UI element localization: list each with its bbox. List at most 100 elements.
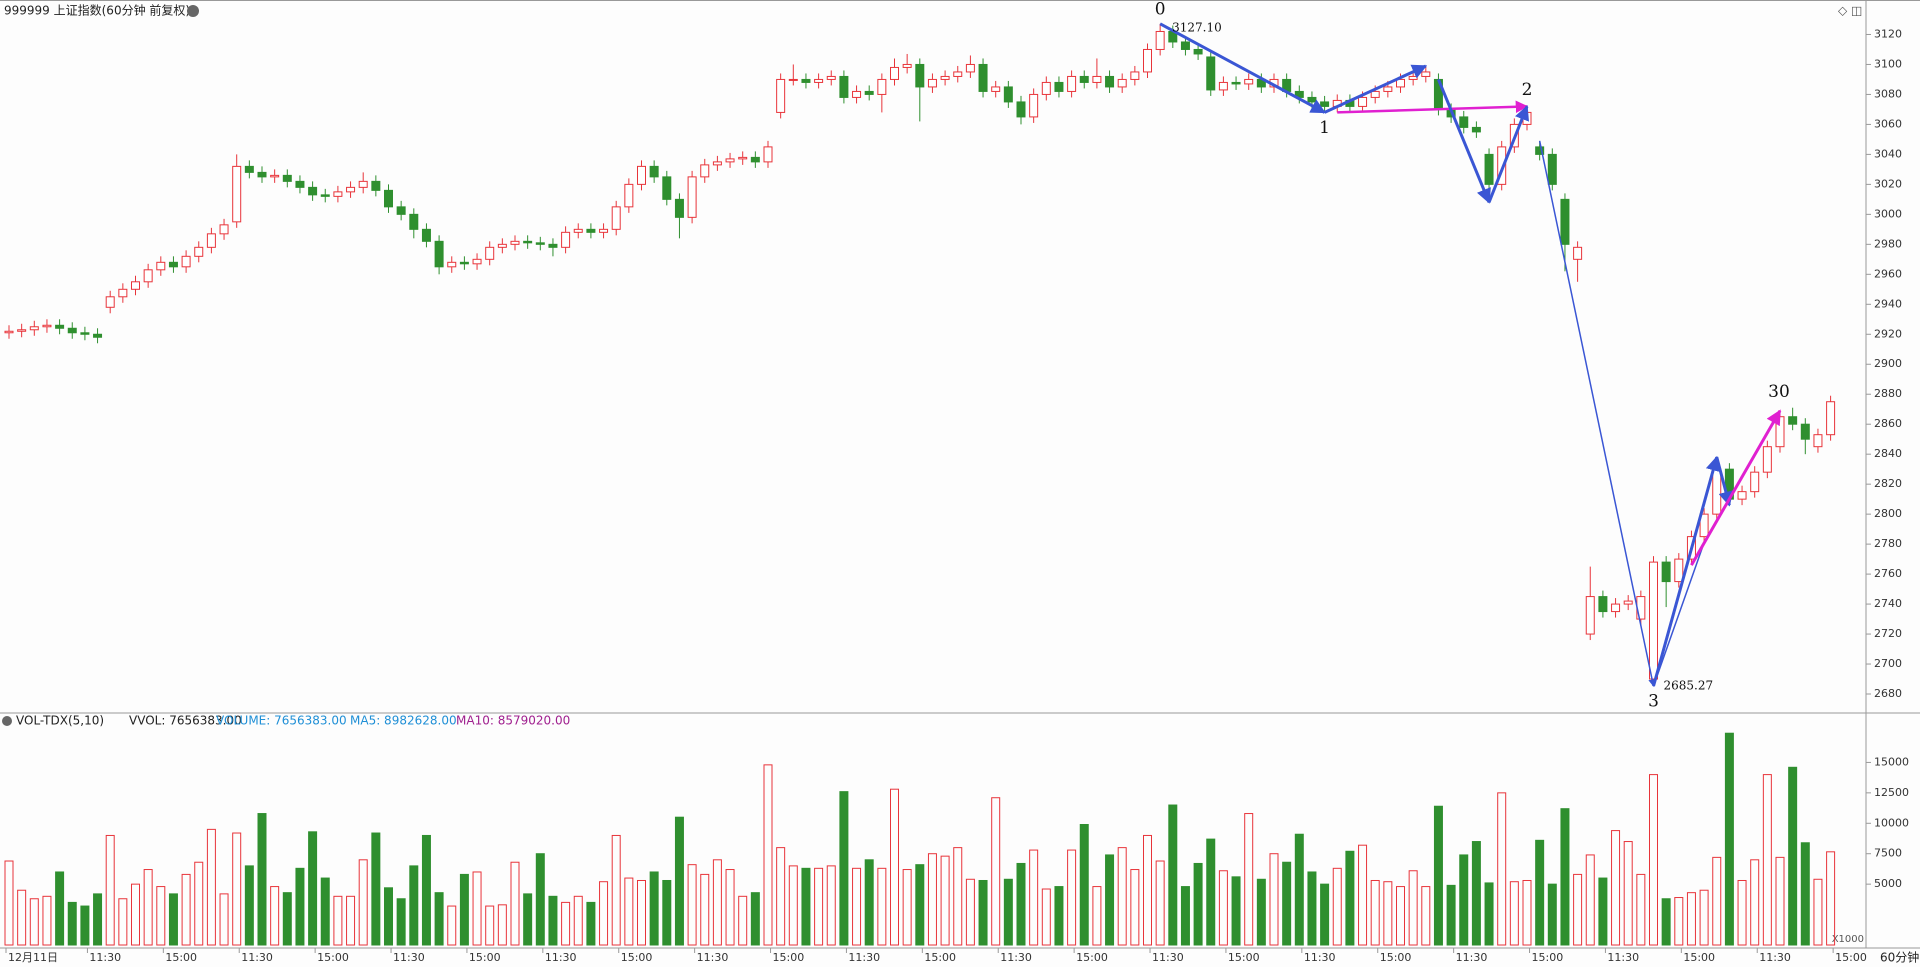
candle-body	[358, 180, 368, 188]
candle-body	[434, 240, 444, 268]
volume-bar	[776, 847, 786, 946]
volume-bar	[396, 898, 406, 946]
y-tick-label: 3080	[1874, 87, 1902, 100]
x-tick-label: 15:00	[1228, 951, 1260, 964]
y-tick-label: 2920	[1874, 327, 1902, 340]
wave-line	[1690, 409, 1782, 566]
candle-body	[168, 261, 178, 268]
candle-body	[599, 228, 609, 233]
volume-bar	[346, 895, 356, 946]
candle-body	[308, 186, 318, 196]
v-tick-label: 15000	[1874, 755, 1909, 768]
x-tick-label: 11:30	[1304, 951, 1336, 964]
volume-bar	[244, 865, 254, 946]
volume-bar	[1168, 804, 1178, 946]
volume-bar	[55, 871, 65, 946]
wave-label: 30	[1768, 382, 1790, 402]
candle-body	[738, 156, 748, 160]
candle-body	[991, 86, 1001, 92]
candle-body	[1180, 41, 1190, 50]
volume-bar	[1320, 883, 1330, 946]
y-tick-label: 2900	[1874, 357, 1902, 370]
volume-bar	[1497, 792, 1507, 946]
volume-bar	[1762, 774, 1772, 946]
volume-bar	[1611, 830, 1621, 946]
volume-bar	[852, 867, 862, 946]
candle-body	[687, 176, 697, 218]
ma5-value: MA5: 8982628.00	[350, 714, 457, 728]
volume-bar	[1636, 873, 1646, 946]
volume-bar	[965, 878, 975, 946]
volume-bar	[510, 861, 520, 946]
candle-body	[890, 66, 899, 80]
volume-bar	[1332, 867, 1342, 946]
volume-bar	[1471, 841, 1481, 946]
y-tick-label: 2840	[1874, 447, 1902, 460]
candle-body	[637, 165, 646, 185]
volume-bar	[358, 859, 368, 946]
candle-body	[1206, 56, 1216, 91]
volume-bar	[1649, 774, 1658, 946]
candle-body	[4, 330, 14, 334]
x-tick-label: 15:00	[1380, 951, 1412, 964]
volume-bar	[991, 797, 1001, 946]
volume-bar	[1712, 856, 1722, 946]
volume-bar	[1016, 862, 1026, 946]
candle-body	[826, 75, 836, 80]
toolbar-icons[interactable]: ◇ ◫	[1838, 4, 1862, 18]
y-tick-label: 3060	[1874, 117, 1902, 130]
candle-body	[510, 240, 520, 245]
volume-bar	[1775, 856, 1785, 946]
volume-bar	[611, 834, 621, 946]
candle-body	[573, 228, 583, 233]
vol-menu-icon[interactable]	[2, 716, 12, 726]
candle-body	[674, 198, 684, 218]
volume-bar	[1003, 878, 1013, 946]
volume-bar	[953, 847, 963, 946]
candle-body	[1471, 126, 1481, 133]
candle-body	[1117, 78, 1127, 88]
volume-bar	[1800, 842, 1810, 946]
candle-body	[472, 258, 482, 265]
volume-bar	[725, 869, 735, 946]
volume-bar	[409, 865, 419, 946]
volume-bar	[1370, 879, 1380, 946]
candle-body	[131, 281, 140, 290]
volume-bar	[333, 895, 343, 946]
candle-body	[1800, 423, 1810, 440]
wave-line	[1323, 64, 1428, 114]
candle-body	[1661, 561, 1671, 583]
x-tick-label: 11:30	[241, 951, 273, 964]
volume-bar	[1573, 873, 1583, 946]
y-tick-label: 2740	[1874, 597, 1902, 610]
candle-body	[725, 158, 735, 163]
candle-body	[1054, 81, 1064, 92]
candle-body	[282, 174, 292, 182]
volume-bar	[1547, 883, 1557, 946]
volume-bar	[1459, 854, 1469, 946]
y-tick-label: 2760	[1874, 567, 1902, 580]
volume-bar	[674, 816, 684, 946]
candle-body	[1092, 75, 1102, 83]
volume-bar	[1560, 808, 1570, 946]
volume-bar	[257, 813, 267, 946]
candle-body	[1244, 78, 1254, 85]
volume-bar	[270, 886, 280, 946]
volume-bar	[194, 861, 204, 946]
title-menu-icon[interactable]	[187, 5, 199, 17]
x-tick-label: 12月11日	[8, 951, 58, 964]
candle-body	[384, 189, 393, 208]
candle-body	[548, 243, 558, 248]
volume-bar	[206, 828, 216, 946]
volume-bar	[1826, 851, 1836, 946]
candle-body	[839, 75, 849, 98]
candle-body	[80, 332, 90, 335]
volume-bar	[1585, 854, 1595, 946]
volume-bar	[1041, 888, 1051, 946]
candle-body	[67, 327, 77, 334]
candle-body	[662, 176, 672, 200]
volume-bar	[1218, 870, 1228, 946]
candle-body	[624, 183, 634, 208]
volume-bar	[384, 887, 393, 946]
